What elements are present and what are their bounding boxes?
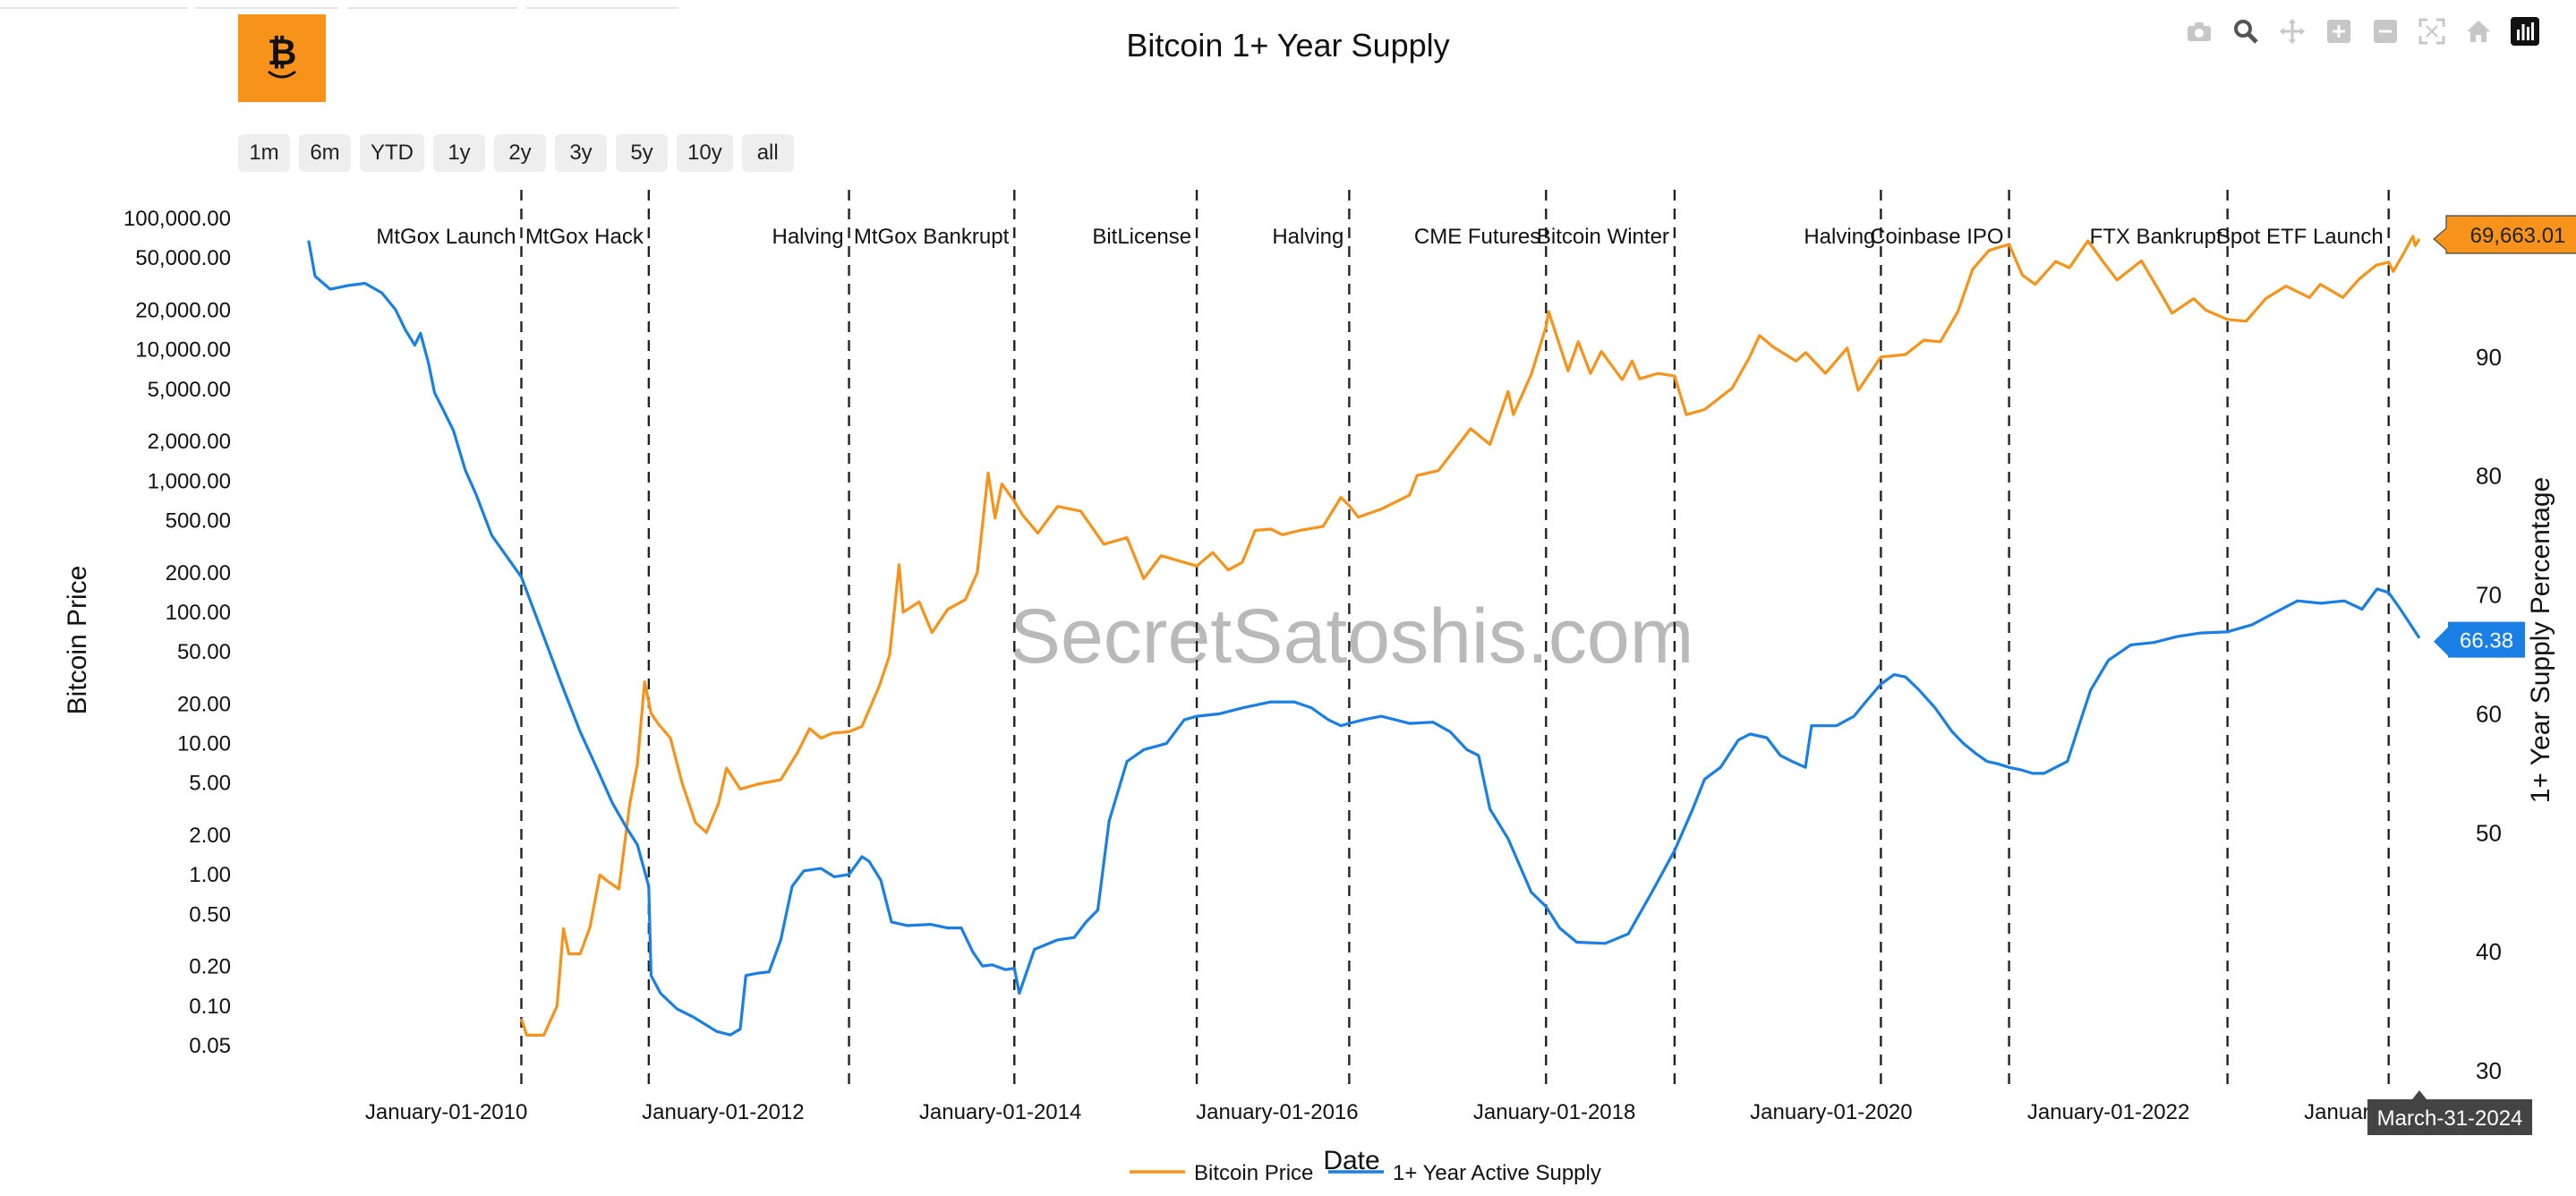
x-tick-label: January-01-2018: [1473, 1100, 1635, 1124]
event-markers: MtGox Launch MtGox Hack Halving MtGox Bankr…: [376, 190, 2390, 1090]
y-right-tick-label: 40: [2476, 938, 2502, 965]
x-tick-label: January-01-2012: [642, 1100, 804, 1124]
legend: Bitcoin Price 1+ Year Active Supply: [1130, 1161, 1601, 1185]
event-label: FTX Bankrupt: [2090, 225, 2222, 249]
event-label: Halving: [1804, 225, 1875, 249]
price-hover-value: 69,663.01: [2470, 224, 2566, 248]
range-button-5y[interactable]: 5y: [616, 134, 668, 172]
y-left-tick-label: 2,000.00: [148, 430, 231, 454]
hover-tooltips: 69,663.01 66.38 March-31-2024: [2367, 215, 2576, 1135]
range-selector: 1m 6m YTD 1y 2y 3y 5y 10y all: [238, 134, 794, 172]
y-right-tick-label: 70: [2476, 582, 2502, 609]
y-axis-left: 100,000.00 50,000.00 20,000.00 10,000.00 5,0…: [124, 207, 231, 1058]
supply-hover-box: [2434, 621, 2526, 658]
event-label: Bitcoin Winter: [1537, 225, 1669, 249]
event-label: CME Futures: [1414, 225, 1540, 249]
event-label: MtGox Hack: [525, 225, 644, 249]
date-hover-box: [2367, 1099, 2533, 1135]
event-label: Coinbase IPO: [1870, 225, 2003, 249]
bitcoin-b-icon: ₿: [268, 33, 297, 79]
y-left-tick-label: 0.50: [189, 902, 231, 927]
x-tick-label: January-01-2016: [1196, 1100, 1358, 1124]
event-label: Halving: [1272, 225, 1343, 249]
legend-label-supply: 1+ Year Active Supply: [1393, 1161, 1601, 1185]
event-label: Halving: [772, 225, 844, 249]
y-left-tick-label: 1,000.00: [148, 469, 231, 493]
bitcoin-price-line: [519, 235, 2421, 1037]
date-hover-caret: [2412, 1090, 2427, 1099]
zoom-out-icon[interactable]: [2370, 16, 2401, 47]
y-left-tick-label: 20,000.00: [135, 298, 231, 322]
event-label: MtGox Launch: [376, 225, 516, 249]
y-right-tick-label: 90: [2476, 344, 2502, 371]
y-right-tick-label: 50: [2476, 819, 2502, 846]
bitcoin-logo[interactable]: ₿: [238, 14, 326, 102]
price-hover-box: [2433, 215, 2576, 254]
active-supply-line: [307, 240, 2421, 1037]
supply-hover-value: 66.38: [2460, 629, 2513, 654]
y-left-tick-label: 50,000.00: [135, 246, 231, 270]
zoom-icon[interactable]: [2231, 16, 2261, 47]
y-axis-right: 10090807060504030: [2476, 225, 2514, 1084]
series-lines: [307, 235, 2421, 1037]
modebar: [2184, 16, 2540, 47]
range-button-6m[interactable]: 6m: [299, 134, 351, 172]
y-left-tick-label: 100.00: [166, 601, 231, 625]
y-left-tick-label: 0.05: [189, 1034, 231, 1058]
y-left-tick-label: 0.20: [189, 955, 231, 979]
range-button-all[interactable]: all: [741, 134, 794, 172]
y-left-tick-label: 2.00: [189, 824, 231, 848]
y-left-tick-label: 10,000.00: [135, 338, 231, 363]
event-label: BitLicense: [1092, 225, 1191, 249]
camera-icon[interactable]: [2184, 16, 2214, 47]
y-left-tick-label: 1.00: [189, 863, 231, 887]
svg-text:₿: ₿: [268, 33, 297, 73]
y-axis-left-title: Bitcoin Price: [63, 566, 92, 715]
range-button-1y[interactable]: 1y: [433, 134, 485, 172]
event-label: Spot ETF Launch: [2216, 225, 2384, 249]
range-button-10y[interactable]: 10y: [677, 134, 733, 172]
y-left-tick-label: 0.10: [189, 995, 231, 1019]
range-button-1m[interactable]: 1m: [238, 134, 290, 172]
x-axis: January-01-2010 January-01-2012 January-01…: [365, 1100, 2467, 1124]
chart-title: Bitcoin 1+ Year Supply: [1126, 27, 1450, 64]
legend-label-price: Bitcoin Price: [1194, 1161, 1313, 1185]
range-button-2y[interactable]: 2y: [494, 134, 546, 172]
range-button-3y[interactable]: 3y: [555, 134, 607, 172]
autoscale-icon[interactable]: [2417, 16, 2447, 47]
y-right-tick-label: 30: [2476, 1057, 2502, 1084]
x-tick-label: January-01-2010: [365, 1100, 527, 1124]
x-tick-label: January-01-2022: [2027, 1100, 2189, 1124]
x-tick-label: January-01-2020: [1750, 1100, 1912, 1124]
zoom-in-icon[interactable]: [2324, 16, 2354, 47]
y-left-tick-label: 100,000.00: [124, 207, 231, 231]
x-tick-label: January-01-2014: [919, 1100, 1081, 1124]
plotly-logo-icon[interactable]: [2510, 16, 2540, 47]
y-left-tick-label: 50.00: [177, 640, 231, 664]
y-left-tick-label: 20.00: [177, 692, 231, 716]
home-icon[interactable]: [2463, 16, 2494, 47]
y-left-tick-label: 200.00: [166, 561, 231, 585]
y-right-tick-label: 80: [2476, 463, 2502, 490]
y-axis-right-title: 1+ Year Supply Percentage: [2526, 477, 2555, 803]
watermark: SecretSatoshis.com: [1010, 594, 1694, 679]
event-label: MtGox Bankrupt: [854, 225, 1010, 249]
range-button-ytd[interactable]: YTD: [360, 134, 424, 172]
date-hover-value: March-31-2024: [2377, 1106, 2523, 1131]
y-right-tick-label: 60: [2476, 700, 2502, 727]
y-left-tick-label: 10.00: [177, 732, 231, 756]
pan-icon[interactable]: [2277, 16, 2307, 47]
top-tab-strip: [0, 0, 716, 9]
y-left-tick-label: 500.00: [166, 508, 231, 533]
y-left-tick-label: 5,000.00: [148, 378, 231, 402]
y-left-tick-label: 5.00: [189, 772, 231, 796]
